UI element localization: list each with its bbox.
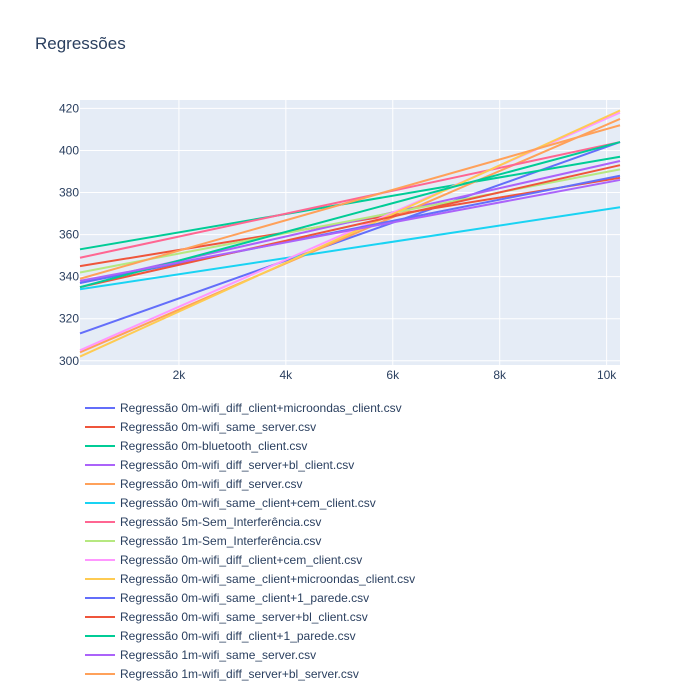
legend: Regressão 0m-wifi_diff_client+microondas… xyxy=(85,398,415,683)
legend-label: Regressão 0m-wifi_same_client+1_parede.c… xyxy=(120,590,370,605)
legend-label: Regressão 0m-wifi_diff_server.csv xyxy=(120,476,303,491)
series-line-6 xyxy=(79,206,621,291)
legend-item[interactable]: Regressão 1m-Sem_Interferência.csv xyxy=(85,531,415,550)
legend-label: Regressão 1m-wifi_same_server.csv xyxy=(120,647,317,662)
legend-label: Regressão 1m-wifi_diff_server+bl_server.… xyxy=(120,666,359,681)
legend-label: Regressão 5m-Sem_Interferência.csv xyxy=(120,514,322,529)
x-tick-label: 6k xyxy=(386,368,400,382)
legend-swatch xyxy=(85,406,115,409)
legend-item[interactable]: Regressão 0m-wifi_same_client+cem_client… xyxy=(85,493,415,512)
legend-item[interactable]: Regressão 0m-bluetooth_client.csv xyxy=(85,436,415,455)
y-tick-label: 340 xyxy=(59,270,79,284)
legend-label: Regressão 0m-wifi_same_client+microondas… xyxy=(120,571,416,586)
legend-label: Regressão 1m-Sem_Interferência.csv xyxy=(120,533,322,548)
legend-item[interactable]: Regressão 0m-wifi_diff_client+cem_client… xyxy=(85,550,415,569)
y-axis-ticks: 300 320 340 360 380 400 420 xyxy=(59,101,79,367)
series-line-8 xyxy=(79,168,621,274)
legend-label: Regressão 0m-wifi_diff_client+1_parede.c… xyxy=(120,628,356,643)
legend-label: Regressão 0m-wifi_same_server.csv xyxy=(120,419,317,434)
series-line-7 xyxy=(79,141,621,259)
legend-swatch xyxy=(85,634,115,637)
legend-swatch xyxy=(85,520,115,523)
x-tick-label: 8k xyxy=(493,368,507,382)
legend-item[interactable]: Regressão 0m-wifi_same_client+microondas… xyxy=(85,569,415,588)
regression-plot: 2k 4k 6k 8k 10k 300 320 340 360 380 400 420 xyxy=(59,100,621,382)
series-line-11 xyxy=(79,174,621,284)
legend-item[interactable]: Regressão 1m-wifi_diff_server+bl_server.… xyxy=(85,664,415,683)
legend-label: Regressão 0m-wifi_same_server+bl_client.… xyxy=(120,609,368,624)
x-axis-ticks: 2k 4k 6k 8k 10k xyxy=(173,368,618,382)
y-tick-label: 300 xyxy=(59,354,79,368)
y-tick-label: 400 xyxy=(59,143,79,157)
legend-swatch xyxy=(85,615,115,618)
legend-item[interactable]: Regressão 0m-wifi_same_server+bl_client.… xyxy=(85,607,415,626)
legend-swatch xyxy=(85,596,115,599)
legend-label: Regressão 0m-wifi_diff_client+cem_client… xyxy=(120,552,363,567)
legend-item[interactable]: Regressão 0m-wifi_diff_server.csv xyxy=(85,474,415,493)
legend-swatch xyxy=(85,539,115,542)
legend-swatch xyxy=(85,653,115,656)
legend-swatch xyxy=(85,482,115,485)
series-lines xyxy=(79,109,621,358)
chart-title: Regressões xyxy=(35,34,126,53)
x-tick-label: 4k xyxy=(279,368,293,382)
series-line-15 xyxy=(79,124,621,280)
legend-swatch xyxy=(85,672,115,675)
x-tick-label: 2k xyxy=(173,368,187,382)
x-tick-label: 10k xyxy=(597,368,617,382)
series-line-14 xyxy=(79,178,621,282)
y-tick-label: 320 xyxy=(59,312,79,326)
legend-swatch xyxy=(85,444,115,447)
series-line-5 xyxy=(79,118,621,354)
series-line-3 xyxy=(79,155,621,251)
legend-item[interactable]: Regressão 0m-wifi_diff_client+microondas… xyxy=(85,398,415,417)
legend-item[interactable]: Regressão 1m-wifi_same_server.csv xyxy=(85,645,415,664)
legend-item[interactable]: Regressão 0m-wifi_diff_client+1_parede.c… xyxy=(85,626,415,645)
legend-item[interactable]: Regressão 0m-wifi_diff_server+bl_client.… xyxy=(85,455,415,474)
series-line-12 xyxy=(79,164,621,289)
series-line-1 xyxy=(79,141,621,335)
series-line-13 xyxy=(79,141,621,289)
legend-item[interactable]: Regressão 5m-Sem_Interferência.csv xyxy=(85,512,415,531)
legend-swatch xyxy=(85,463,115,466)
legend-label: Regressão 0m-wifi_same_client+cem_client… xyxy=(120,495,376,510)
legend-swatch xyxy=(85,425,115,428)
legend-swatch xyxy=(85,558,115,561)
legend-label: Regressão 0m-bluetooth_client.csv xyxy=(120,438,308,453)
legend-item[interactable]: Regressão 0m-wifi_same_server.csv xyxy=(85,417,415,436)
y-tick-label: 380 xyxy=(59,186,79,200)
legend-swatch xyxy=(85,577,115,580)
y-tick-label: 420 xyxy=(59,101,79,115)
legend-item[interactable]: Regressão 0m-wifi_same_client+1_parede.c… xyxy=(85,588,415,607)
legend-label: Regressão 0m-wifi_diff_server+bl_client.… xyxy=(120,457,355,472)
legend-swatch xyxy=(85,501,115,504)
legend-label: Regressão 0m-wifi_diff_client+microondas… xyxy=(120,400,402,415)
y-tick-label: 360 xyxy=(59,228,79,242)
